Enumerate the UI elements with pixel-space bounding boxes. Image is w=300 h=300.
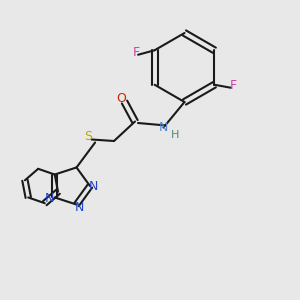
Text: F: F [230,79,236,92]
Text: O: O [117,92,126,105]
Text: H: H [171,130,179,140]
Text: N: N [159,121,168,134]
Text: S: S [84,130,92,143]
Text: N: N [45,193,54,206]
Text: N: N [89,179,98,193]
Text: F: F [133,46,140,59]
Text: N: N [75,201,84,214]
